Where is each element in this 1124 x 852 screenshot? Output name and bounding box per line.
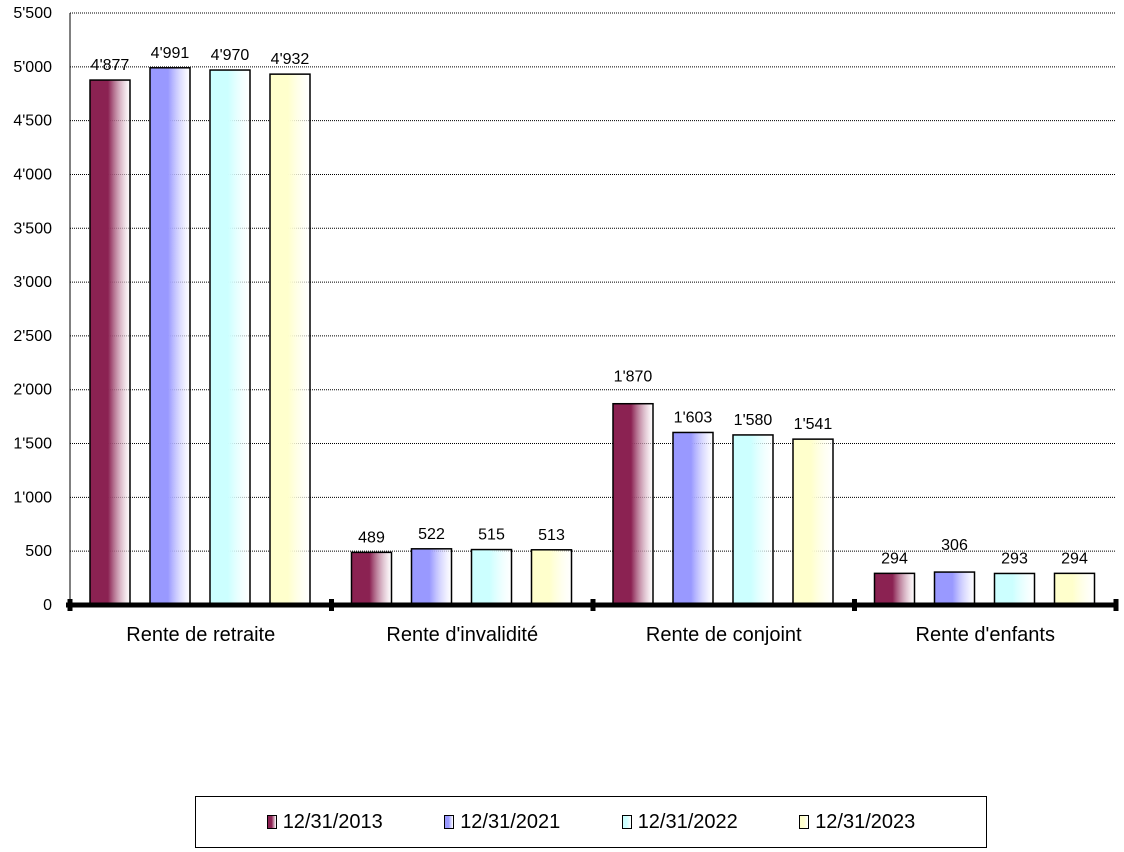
category-label: Rente d'enfants: [916, 624, 1055, 646]
data-label: 515: [478, 527, 505, 544]
data-label: 293: [1001, 550, 1028, 567]
bar: [269, 73, 311, 606]
bar: [933, 571, 976, 606]
data-label: 294: [1061, 550, 1088, 567]
category-label: Rente de conjoint: [646, 624, 802, 646]
category-labels: Rente de retraite Rente d'invalidité Rente…: [126, 624, 1055, 646]
bar: [149, 67, 191, 606]
y-tick-label: 4'500: [13, 113, 52, 130]
legend-item: 12/31/2023: [799, 811, 915, 834]
y-tick-label: 0: [43, 597, 52, 614]
legend-item: 12/31/2022: [621, 810, 738, 834]
data-label: 4'932: [271, 51, 310, 68]
data-label: 1'870: [614, 369, 653, 386]
data-label: 4'970: [211, 47, 250, 64]
legend-swatch: [621, 815, 632, 829]
bar: [1053, 572, 1096, 606]
y-tick-label: 3'500: [13, 220, 52, 237]
legend-swatch: [799, 815, 810, 829]
y-tick-label: 2'000: [13, 382, 52, 399]
bar: [470, 548, 513, 606]
data-label: 522: [418, 526, 445, 543]
data-label: 294: [881, 550, 908, 567]
legend-item: 12/31/2013: [266, 810, 383, 834]
bar-chart: 0 500 1'000 1'500 2'000 2'500 3'000 3'500 4'000 4…: [13, 5, 1119, 646]
legend: 12/31/2013 12/31/2021 12/31/2022 12/31/2023: [195, 796, 987, 848]
data-label: 4'991: [151, 45, 190, 62]
category-label: Rente d'invalidité: [386, 624, 538, 646]
data-label: 1'603: [674, 409, 713, 426]
data-label: 1'541: [794, 416, 833, 433]
data-label: 306: [941, 537, 968, 554]
y-tick-label: 3'000: [13, 274, 52, 291]
legend-label: 12/31/2023: [815, 810, 916, 833]
bar: [350, 551, 393, 606]
y-tick-label: 4'000: [13, 166, 52, 183]
y-axis-tick-labels: 0 500 1'000 1'500 2'000 2'500 3'000 3'500 4'000 4…: [13, 5, 52, 614]
legend-item: 12/31/2021: [444, 811, 560, 834]
y-tick-label: 1'500: [13, 436, 52, 453]
legend-label: 12/31/2013: [282, 810, 383, 833]
legend-swatch: [266, 815, 277, 829]
bar: [672, 431, 714, 606]
legend-label: 12/31/2021: [460, 810, 561, 833]
data-label: 489: [358, 529, 385, 546]
data-labels: 4'877 489 1'870 294 4'991 522 1'603 306 4'970 515…: [91, 45, 1088, 568]
category-label: Rente de retraite: [126, 624, 275, 646]
legend-label: 12/31/2022: [637, 810, 738, 833]
y-tick-label: 500: [25, 543, 52, 560]
bar: [612, 402, 654, 606]
x-axis: [66, 599, 1119, 611]
bar: [732, 434, 774, 606]
y-tick-label: 5'500: [13, 5, 52, 22]
bar: [530, 549, 573, 606]
bar: [873, 572, 916, 606]
y-tick-label: 5'000: [13, 59, 52, 76]
data-label: 1'580: [734, 412, 773, 429]
bar: [410, 548, 453, 606]
bar: [993, 572, 1036, 606]
y-tick-label: 1'000: [13, 489, 52, 506]
bar: [792, 438, 834, 606]
bar: [89, 79, 131, 606]
y-tick-label: 2'500: [13, 328, 52, 345]
data-label: 513: [538, 527, 565, 544]
data-label: 4'877: [91, 57, 130, 74]
legend-swatch: [444, 815, 455, 829]
bar: [209, 69, 251, 606]
